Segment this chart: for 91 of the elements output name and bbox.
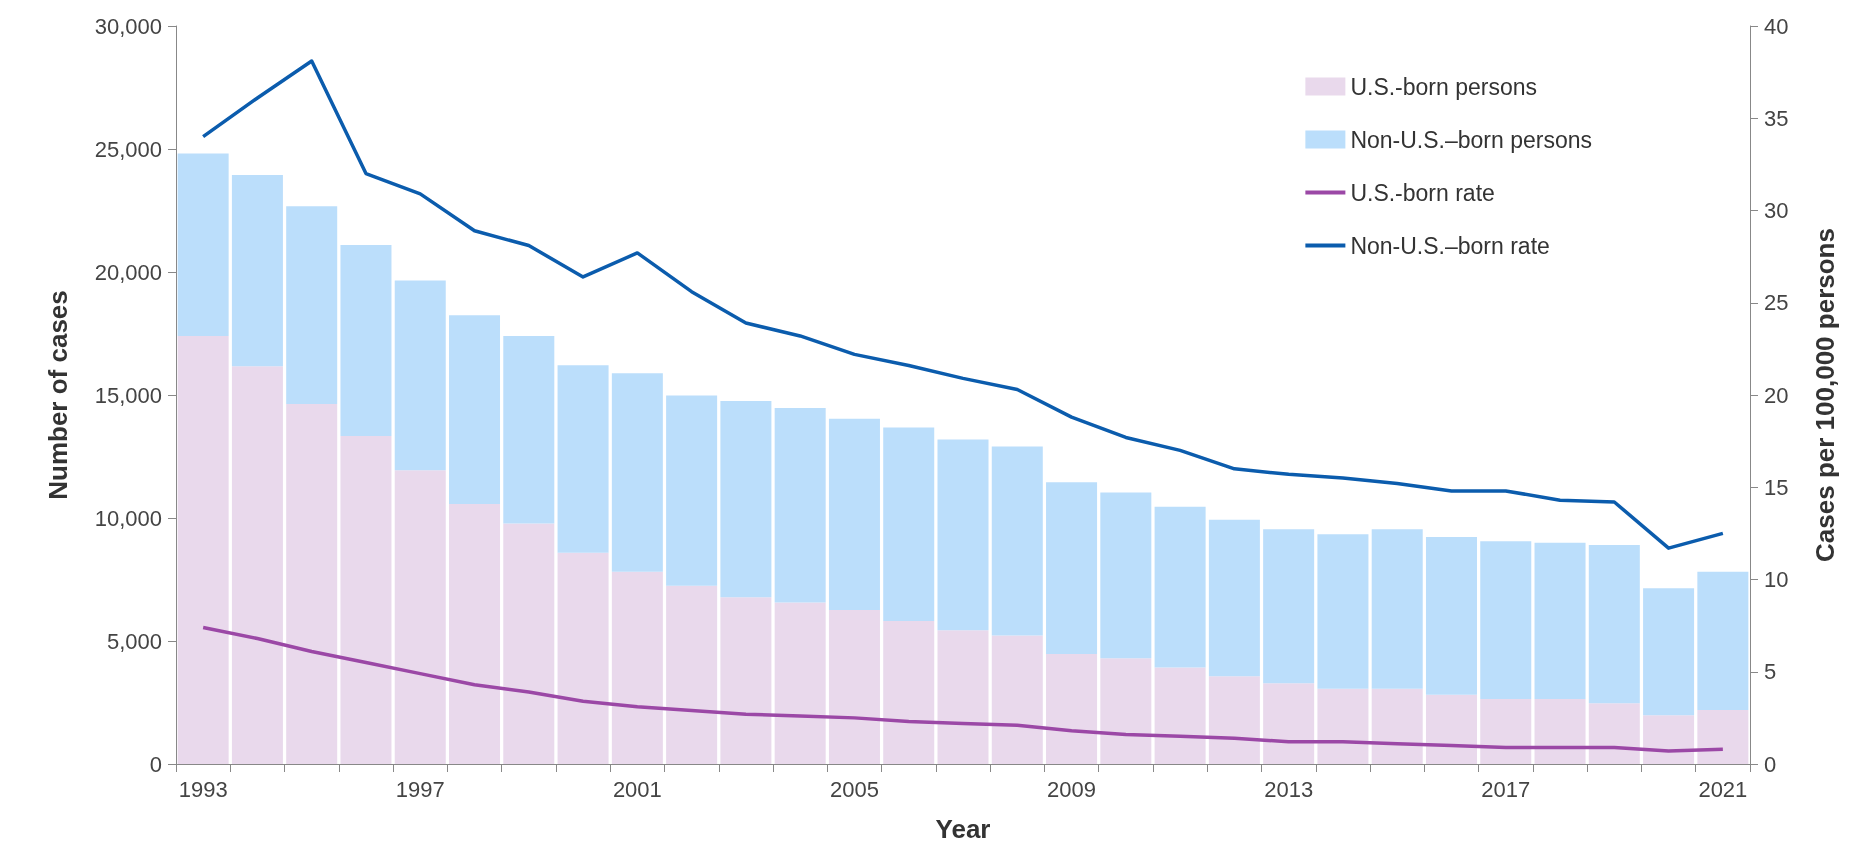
bar <box>1534 542 1586 700</box>
bar <box>1154 506 1206 668</box>
bar <box>828 610 880 764</box>
bar <box>1697 709 1749 764</box>
bar <box>1154 667 1206 764</box>
y2-tick-label: 30 <box>1764 198 1789 223</box>
bar <box>557 365 609 553</box>
y-tick-label: 30,000 <box>94 13 162 39</box>
y2-tick-label: 10 <box>1764 567 1789 592</box>
bar <box>1643 588 1695 716</box>
y-tick-label: 25,000 <box>94 136 162 162</box>
bar <box>177 335 229 764</box>
bar <box>1263 529 1315 684</box>
x-axis-title: Year <box>935 814 991 844</box>
bar <box>1588 545 1640 704</box>
bar <box>720 597 772 764</box>
bar <box>1371 529 1423 689</box>
bar <box>720 400 772 598</box>
bar <box>1263 683 1315 764</box>
bar <box>503 523 555 764</box>
x-tick-label: 2013 <box>1264 776 1314 802</box>
bar <box>611 571 663 764</box>
bar <box>937 439 989 631</box>
bar <box>231 366 283 764</box>
bar <box>666 585 718 764</box>
bar <box>666 395 718 586</box>
bar <box>774 408 826 603</box>
y2-axis-title: Cases per 100,000 persons <box>1810 228 1840 562</box>
bar <box>177 153 229 336</box>
y2-tick-label: 35 <box>1764 105 1789 131</box>
bar <box>503 335 555 524</box>
x-tick-label: 1997 <box>395 776 445 802</box>
bar <box>449 503 501 764</box>
bar <box>449 315 501 504</box>
y-tick-label: 0 <box>149 751 162 777</box>
bar <box>1425 536 1477 695</box>
y2-tick-label: 0 <box>1764 751 1777 777</box>
y2-tick-label: 40 <box>1764 13 1789 39</box>
bar <box>340 244 392 437</box>
bar <box>1208 676 1260 764</box>
bar <box>340 436 392 764</box>
y2-tick-label: 25 <box>1764 290 1789 316</box>
legend-label: U.S.-born rate <box>1350 179 1495 206</box>
bar <box>937 630 989 764</box>
bar <box>883 427 935 622</box>
bar <box>1208 519 1260 677</box>
x-tick-label: 1993 <box>178 776 228 802</box>
bar <box>1371 688 1423 764</box>
y-tick-label: 15,000 <box>94 382 162 408</box>
bar <box>286 206 338 405</box>
bar <box>1480 699 1532 764</box>
y-tick-label: 5,000 <box>106 628 162 654</box>
bar <box>1480 541 1532 700</box>
y-tick-label: 20,000 <box>94 259 162 285</box>
x-tick-label: 2009 <box>1047 776 1097 802</box>
bar <box>1697 571 1749 710</box>
bar <box>991 446 1043 636</box>
legend-label: U.S.-born persons <box>1350 73 1538 100</box>
bar <box>1317 688 1369 764</box>
bar <box>828 418 880 610</box>
bar <box>1643 715 1695 764</box>
bar <box>1100 658 1152 764</box>
bar <box>394 470 446 764</box>
bar <box>286 404 338 764</box>
bar <box>1100 492 1152 659</box>
bar <box>231 175 283 367</box>
bar <box>1588 703 1640 764</box>
bar <box>1317 534 1369 689</box>
line-series <box>201 625 1725 753</box>
x-tick-label: 2005 <box>829 776 879 802</box>
y2-tick-label: 15 <box>1764 474 1789 500</box>
x-tick-label: 2021 <box>1698 776 1748 802</box>
bar <box>611 373 663 572</box>
bar <box>1046 482 1098 655</box>
x-tick-label: 2001 <box>612 776 662 802</box>
bar <box>774 602 826 764</box>
bar <box>991 635 1043 764</box>
bar <box>394 280 446 471</box>
bar <box>1534 699 1586 764</box>
y-tick-label: 10,000 <box>94 505 162 531</box>
y-axis-title: Number of cases <box>43 290 73 500</box>
bar <box>883 621 935 764</box>
line-series <box>201 59 1725 550</box>
bar <box>1425 694 1477 764</box>
y2-tick-label: 20 <box>1764 382 1789 408</box>
bar <box>557 552 609 764</box>
legend-label: Non-U.S.–born persons <box>1350 126 1592 153</box>
y2-tick-label: 5 <box>1764 659 1777 685</box>
legend-label: Non-U.S.–born rate <box>1350 232 1550 259</box>
x-tick-label: 2017 <box>1481 776 1531 802</box>
bar <box>1046 654 1098 764</box>
